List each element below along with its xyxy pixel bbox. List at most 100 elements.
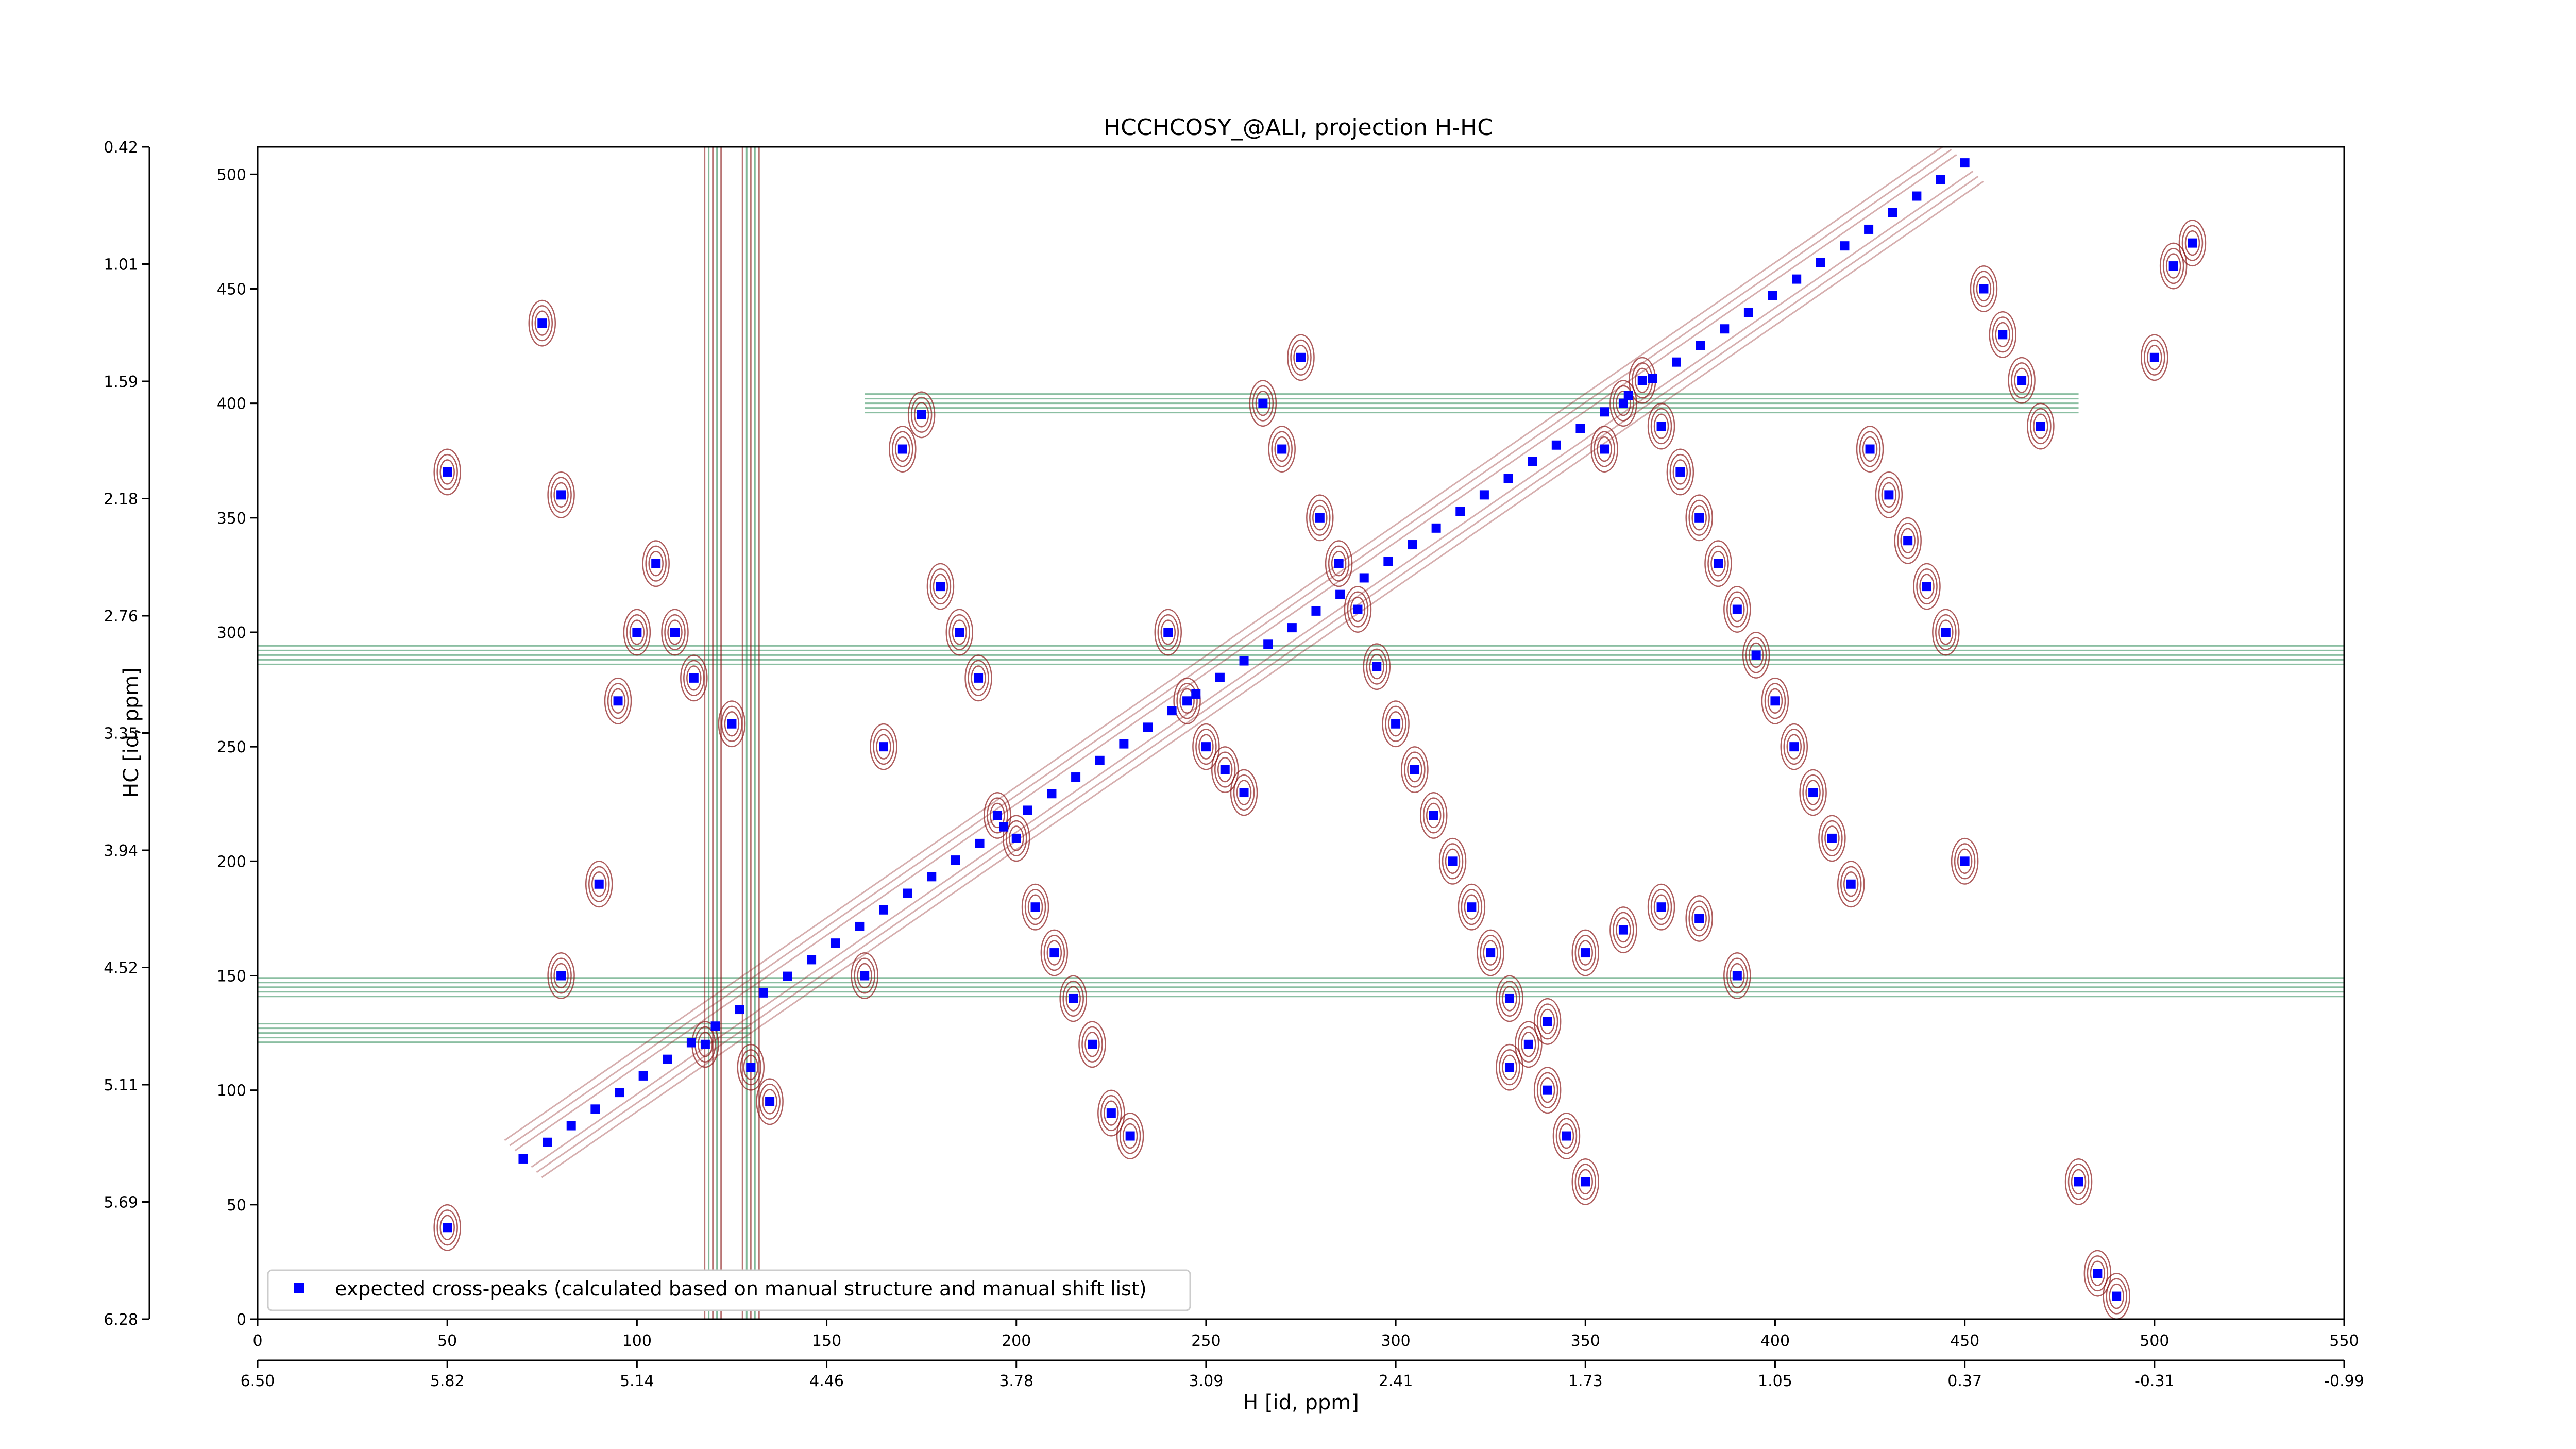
diagonal-contour-line [531,170,1974,1168]
diagonal-peak-point [1648,374,1657,383]
peak-contour [1558,1123,1574,1149]
peak-contour [1597,436,1612,462]
peak-contour [1331,551,1347,577]
y-tick-label: 50 [227,1197,246,1215]
peak-contour [1312,505,1328,531]
cross-peak-point [613,696,623,706]
plot-frame [257,146,2345,1320]
peak-contour [591,871,607,897]
x-ppm-tick-label: 1.73 [1568,1372,1603,1390]
peak-contour [1065,986,1081,1012]
cross-peak-point [1543,1085,1552,1095]
x-ppm-tick-label: 2.41 [1379,1372,1413,1390]
legend: expected cross-peaks (calculated based o… [267,1269,1191,1311]
peak-contour [585,861,613,908]
peak-contour [1230,769,1258,816]
peak-contour [439,1215,455,1240]
peak-contour [1173,677,1201,724]
peak-contour [1578,1169,1594,1195]
cross-peak-point [1694,513,1704,523]
peak-contour [1233,774,1255,811]
x-ppm-tick-label: 1.05 [1758,1372,1792,1390]
peak-contour [1502,1054,1517,1080]
diagonal-peak-point [1960,158,1970,168]
peak-contour [1710,551,1726,577]
cross-peak-point [1258,398,1268,408]
cross-peak-point [1600,444,1609,454]
peak-contour [1691,505,1707,531]
x-ppm-tick-label: 3.09 [1189,1372,1224,1390]
peak-contour [1650,889,1672,925]
peak-contour [1571,929,1600,976]
peak-contour [1382,700,1410,748]
peak-contour [1100,1095,1122,1132]
diagonal-peak-point [710,1021,720,1031]
y-ppm-tick-label: 0.42 [104,139,138,157]
peak-contour [2033,413,2048,439]
peak-contour [990,802,1005,829]
peak-contour [664,614,686,651]
peak-contour [1363,643,1391,690]
diagonal-peak-point [1672,357,1681,367]
peak-contour [1574,935,1597,971]
peak-contour [1160,619,1176,645]
x-ppm-tick-label: 5.14 [620,1372,654,1390]
cross-peak-point [2074,1177,2083,1187]
peak-contour [889,426,917,473]
peak-contour [1976,276,1992,302]
peak-contour [1666,448,1694,496]
y-ppm-axis-ticks: 6.28 5.69 5.11 4.52 3.94 3.35 2.76 2.18 1.59 1.01… [104,139,149,1329]
peak-contour [1097,1089,1125,1137]
peak-contour [1818,815,1846,862]
peak-contour [1366,648,1388,685]
diagonal-peak-point [1167,706,1177,716]
peak-contour [2106,1278,2127,1315]
cross-peak-point [1581,1177,1590,1187]
peak-contour [948,614,971,651]
peak-contour [1536,1072,1558,1108]
diagonal-peak-point [1095,755,1105,765]
peak-contour [1309,499,1331,536]
peak-contour [1862,436,1878,462]
diagonal-peak-point [975,838,985,848]
y-tick-label: 200 [217,853,246,871]
x-tick-label: 100 [622,1332,652,1350]
peak-marker-layer [443,158,2197,1301]
peak-contour [1594,431,1615,467]
peak-contour [661,609,689,656]
x-tick-label: 200 [1002,1332,1031,1350]
peak-contour [1422,797,1445,834]
diagonal-peak-point [1528,457,1537,466]
peak-contour [1653,413,1669,439]
peak-contour [1499,980,1520,1017]
cross-peak-point [1448,856,1458,866]
peak-contour [1647,883,1675,931]
peak-contour [759,1083,781,1120]
cross-peak-point [1694,914,1704,923]
peak-contour [2184,230,2200,256]
diagonal-peak-point [783,971,792,981]
peak-contour [553,963,569,989]
y-axis-ticks: 0 50 100 150 200 250 300 350 400 450 500 [217,166,258,1329]
peak-contour [2178,220,2207,267]
peak-contour [1653,894,1669,920]
peak-contour [1217,756,1233,783]
peak-contour [1856,426,1884,473]
peak-contour [1992,316,2014,353]
peak-contour [2144,339,2165,376]
peak-contour [2014,367,2029,393]
peak-contour [1480,935,1501,971]
diagonal-peak-point [831,938,840,948]
peak-contour [851,952,878,999]
peak-contour [1590,426,1618,473]
peak-contour [2027,402,2055,450]
peak-contour [1122,1123,1138,1149]
y-tick-label: 250 [217,738,246,756]
y-tick-label: 100 [217,1082,246,1100]
peak-contour [626,614,648,651]
peak-contour [1840,866,1862,902]
peak-contour [547,471,575,518]
peak-contour [698,1032,713,1057]
cross-peak-point [651,559,661,568]
cross-peak-point [1069,993,1078,1003]
